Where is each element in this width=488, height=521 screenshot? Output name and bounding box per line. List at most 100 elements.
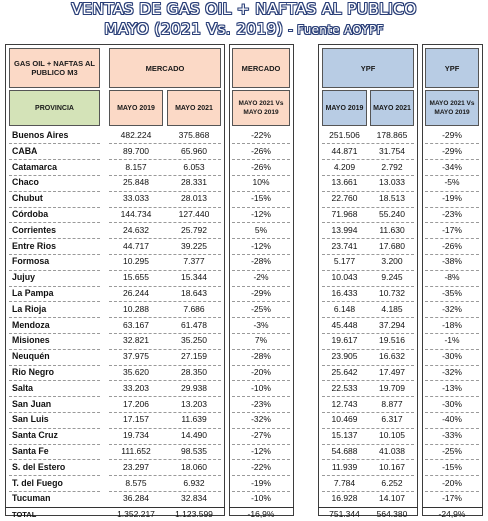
cell-mvar: 5% — [254, 224, 268, 235]
province-name: Jujuy — [12, 272, 35, 283]
cell-yvar: -20% — [442, 477, 462, 488]
cell-m21: 28.331 — [181, 177, 207, 188]
total-divider — [422, 506, 483, 508]
cell-mvar: -10% — [251, 382, 271, 393]
cell-mvar: -10% — [251, 493, 271, 504]
cell-m19: 89.700 — [123, 145, 149, 156]
row-divider — [322, 459, 414, 461]
province-name: S. del Estero — [12, 461, 66, 472]
cell-mvar: 7% — [254, 335, 268, 346]
cell-yvar: -17% — [442, 493, 462, 504]
cell-m19: 35.620 — [123, 367, 149, 377]
row-divider — [9, 364, 100, 366]
cell-y21: 6.252 — [381, 477, 403, 488]
row-divider — [322, 411, 414, 413]
province-name: Córdoba — [12, 209, 49, 219]
row-divider — [9, 396, 100, 398]
row-divider — [232, 253, 290, 255]
row-divider — [9, 238, 100, 240]
row-divider — [9, 317, 100, 319]
row-divider — [322, 427, 414, 429]
header-ypf-2021: MAYO 2021 — [370, 90, 414, 126]
page-title: VENTAS DE GAS OIL + NAFTAS AL PUBLICO — [71, 0, 417, 18]
province-name: CABA — [12, 145, 38, 156]
cell-y19: 54.688 — [331, 446, 358, 456]
row-divider — [425, 143, 479, 145]
header-mercado-2019: MAYO 2019 — [109, 90, 163, 126]
cell-yvar: -33% — [442, 430, 462, 441]
cell-m19: 25.848 — [123, 177, 149, 188]
cell-y21: 31.754 — [379, 145, 405, 156]
province-name: Formosa — [12, 256, 50, 267]
cell-m19: 36.284 — [123, 493, 149, 504]
cell-mvar: -28% — [251, 351, 271, 362]
row-divider — [9, 190, 100, 192]
row-divider — [322, 301, 414, 303]
cell-y21: 8.877 — [381, 398, 403, 409]
cell-y21: 19.709 — [379, 382, 405, 393]
cell-yvar: -1% — [444, 335, 460, 346]
cell-y19: 71.968 — [331, 209, 358, 219]
province-name: La Pampa — [12, 288, 54, 298]
cell-m19: 37.975 — [123, 351, 149, 362]
cell-mvar: -15% — [251, 193, 271, 204]
cell-m19: 8.575 — [125, 477, 147, 488]
cell-m19: 1.352.217 — [117, 509, 155, 520]
cell-y19: 10.469 — [331, 414, 358, 425]
row-divider — [425, 269, 479, 271]
cell-m19: 8.157 — [125, 161, 147, 172]
cell-y21: 9.245 — [381, 272, 403, 283]
cell-m21: 7.686 — [183, 303, 205, 314]
cell-m21: 14.490 — [181, 430, 207, 441]
cell-mvar: -26% — [251, 145, 271, 156]
row-divider — [322, 269, 414, 271]
subtitle-period: MAYO (2021 Vs. 2019) — [104, 20, 284, 38]
cell-m21: 127.440 — [178, 209, 210, 219]
row-divider — [109, 427, 221, 429]
cell-mvar: -22% — [251, 461, 271, 472]
cell-m21: 61.478 — [181, 319, 207, 330]
row-divider — [9, 253, 100, 255]
row-divider — [232, 159, 290, 161]
subtitle-source: - Fuente AOYPF — [288, 23, 384, 37]
cell-m21: 7.377 — [183, 256, 205, 267]
row-divider — [322, 396, 414, 398]
row-divider — [322, 285, 414, 287]
row-divider — [425, 348, 479, 350]
cell-m19: 17.206 — [123, 398, 149, 409]
cell-m19: 26.244 — [123, 288, 149, 298]
cell-m21: 27.159 — [181, 351, 207, 362]
row-divider — [322, 174, 414, 176]
row-divider — [232, 364, 290, 366]
cell-m19: 63.167 — [123, 319, 149, 330]
row-divider — [9, 159, 100, 161]
cell-yvar: -26% — [442, 240, 462, 251]
cell-mvar: -32% — [251, 414, 271, 425]
header-mercado-2021: MAYO 2021 — [167, 90, 221, 126]
row-divider — [9, 285, 100, 287]
row-divider — [9, 348, 100, 350]
row-divider — [109, 490, 221, 492]
row-divider — [232, 443, 290, 445]
cell-mvar: -12% — [251, 446, 271, 456]
cell-m21: 28.013 — [181, 193, 207, 204]
row-divider — [232, 427, 290, 429]
province-name: Neuquén — [12, 351, 50, 362]
province-name: Buenos Aires — [12, 130, 69, 140]
header-ypf-2019: MAYO 2019 — [322, 90, 367, 126]
cell-y19: 23.905 — [331, 351, 358, 362]
cell-m19: 44.717 — [123, 240, 149, 251]
cell-y21: 11.630 — [379, 224, 405, 235]
cell-yvar: -38% — [442, 256, 462, 267]
cell-y21: 18.513 — [379, 193, 405, 204]
cell-m19: 482.224 — [120, 130, 152, 140]
cell-yvar: -23% — [442, 209, 462, 219]
province-name: Chaco — [12, 177, 39, 188]
cell-y19: 5.177 — [333, 256, 356, 267]
province-name: T. del Fuego — [12, 477, 63, 488]
total-divider — [5, 506, 225, 508]
cell-m21: 25.792 — [181, 224, 207, 235]
cell-yvar: -35% — [442, 288, 462, 298]
cell-yvar: -8% — [444, 272, 460, 283]
cell-mvar: -28% — [251, 256, 271, 267]
